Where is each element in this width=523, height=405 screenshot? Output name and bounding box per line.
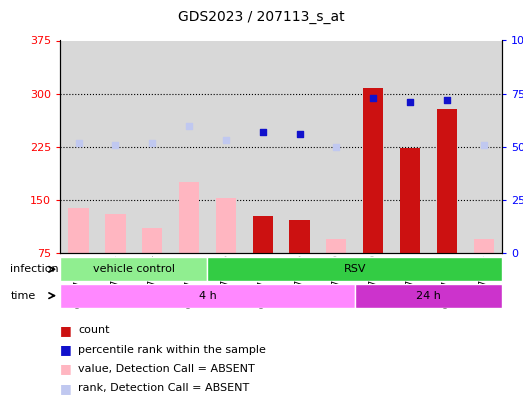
- Bar: [60, 40, 97, 253]
- Text: GDS2023 / 207113_s_at: GDS2023 / 207113_s_at: [178, 10, 345, 24]
- Text: vehicle control: vehicle control: [93, 264, 175, 274]
- Point: [369, 95, 378, 101]
- Bar: [355, 284, 502, 308]
- Point: [185, 122, 193, 129]
- Point: [148, 139, 156, 146]
- Point: [111, 141, 120, 148]
- Text: 4 h: 4 h: [199, 291, 217, 301]
- Text: rank, Detection Call = ABSENT: rank, Detection Call = ABSENT: [78, 384, 249, 393]
- Text: ■: ■: [60, 343, 72, 356]
- Text: ■: ■: [60, 362, 72, 375]
- Bar: [170, 40, 208, 253]
- Bar: [208, 257, 502, 281]
- Bar: [253, 215, 273, 253]
- Text: 24 h: 24 h: [416, 291, 441, 301]
- Bar: [60, 257, 208, 281]
- Bar: [473, 239, 494, 253]
- Point: [222, 137, 230, 144]
- Text: percentile rank within the sample: percentile rank within the sample: [78, 345, 266, 354]
- Bar: [97, 40, 134, 253]
- Point: [258, 129, 267, 135]
- Bar: [69, 209, 89, 253]
- Text: ■: ■: [60, 324, 72, 337]
- Text: time: time: [10, 291, 36, 301]
- Point: [332, 144, 340, 150]
- Bar: [142, 228, 162, 253]
- Bar: [428, 40, 465, 253]
- Point: [74, 139, 83, 146]
- Bar: [134, 40, 170, 253]
- Bar: [392, 40, 428, 253]
- Point: [480, 141, 488, 148]
- Bar: [244, 40, 281, 253]
- Text: infection: infection: [10, 264, 59, 274]
- Bar: [465, 40, 502, 253]
- Bar: [179, 182, 199, 253]
- Point: [295, 131, 304, 137]
- Text: count: count: [78, 325, 110, 335]
- Bar: [400, 147, 420, 253]
- Bar: [326, 239, 346, 253]
- Bar: [355, 40, 392, 253]
- Bar: [281, 40, 318, 253]
- Bar: [60, 284, 355, 308]
- Bar: [437, 109, 457, 253]
- Bar: [318, 40, 355, 253]
- Bar: [363, 88, 383, 253]
- Text: value, Detection Call = ABSENT: value, Detection Call = ABSENT: [78, 364, 255, 374]
- Bar: [208, 40, 244, 253]
- Point: [442, 97, 451, 103]
- Text: ■: ■: [60, 382, 72, 395]
- Text: RSV: RSV: [344, 264, 366, 274]
- Bar: [216, 198, 236, 253]
- Bar: [289, 220, 310, 253]
- Bar: [105, 214, 126, 253]
- Point: [406, 99, 414, 105]
